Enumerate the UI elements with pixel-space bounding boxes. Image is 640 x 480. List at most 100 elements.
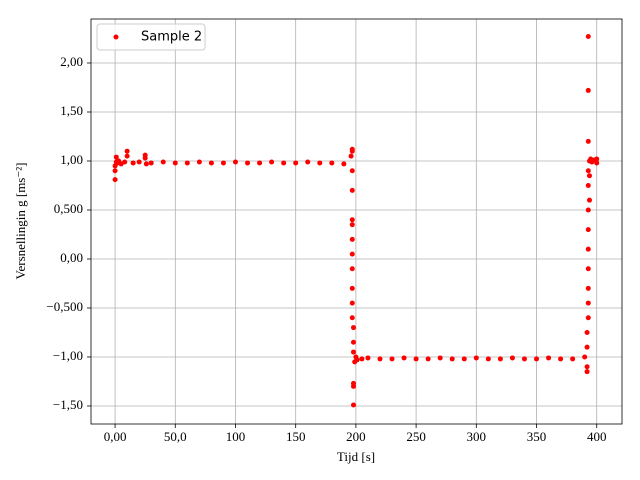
grid <box>91 19 622 424</box>
point <box>485 356 491 362</box>
point <box>585 315 591 321</box>
point <box>570 356 576 362</box>
point <box>143 161 149 167</box>
point <box>349 217 355 223</box>
point <box>349 300 355 306</box>
point <box>269 159 275 165</box>
point <box>401 355 407 361</box>
point <box>245 160 251 166</box>
point <box>350 339 356 345</box>
point <box>350 402 356 408</box>
point <box>585 168 591 174</box>
y-tick-label: 1,00 <box>60 152 83 167</box>
x-tick-label: 50,0 <box>164 429 187 444</box>
point <box>586 197 592 203</box>
point <box>585 300 591 306</box>
y-tick-label: −0,500 <box>46 299 83 314</box>
point <box>585 266 591 272</box>
x-tick-label: 200 <box>346 429 366 444</box>
x-tick-label: 300 <box>467 429 487 444</box>
point <box>317 160 323 166</box>
point <box>461 356 467 362</box>
point <box>585 285 591 291</box>
point <box>112 177 118 183</box>
point <box>534 356 540 362</box>
y-tick-label: 0,00 <box>60 250 83 265</box>
point <box>473 355 479 361</box>
point <box>546 355 552 361</box>
points <box>112 34 600 408</box>
point <box>130 160 136 166</box>
point <box>220 160 226 166</box>
point <box>293 160 299 166</box>
point <box>305 159 311 165</box>
point <box>449 356 455 362</box>
point <box>584 369 590 375</box>
point <box>124 148 130 154</box>
point <box>354 357 360 363</box>
point <box>377 356 383 362</box>
point <box>329 160 335 166</box>
legend-box <box>96 23 206 51</box>
point <box>350 349 356 355</box>
point <box>359 356 365 362</box>
y-axis-label: Versnellingin g [ms⁻²] <box>13 163 28 280</box>
point <box>208 160 214 166</box>
point <box>160 159 166 165</box>
point <box>584 329 590 335</box>
point <box>348 153 354 159</box>
y-tick-label: 2,00 <box>60 54 83 69</box>
point <box>365 355 371 361</box>
point <box>585 182 591 188</box>
legend-marker <box>113 34 119 40</box>
x-tick-label: 400 <box>587 429 607 444</box>
point <box>232 159 238 165</box>
point <box>585 34 591 40</box>
point <box>257 160 263 166</box>
point <box>585 246 591 252</box>
x-tick-label: 0,00 <box>104 429 127 444</box>
point <box>413 356 419 362</box>
point <box>112 168 118 174</box>
point <box>349 315 355 321</box>
point <box>584 344 590 350</box>
legend-label: Sample 2 <box>141 30 202 45</box>
point <box>341 161 347 167</box>
x-tick-label: 100 <box>226 429 246 444</box>
point <box>113 154 119 160</box>
point <box>349 251 355 257</box>
point <box>558 356 564 362</box>
point <box>349 187 355 193</box>
point <box>124 153 130 159</box>
point <box>349 148 355 154</box>
point <box>172 160 178 166</box>
point <box>585 207 591 213</box>
point <box>350 383 356 389</box>
point <box>142 155 148 161</box>
plot-frame <box>90 18 623 425</box>
y-tick-label: 1,50 <box>60 103 83 118</box>
point <box>585 138 591 144</box>
x-tick-label: 150 <box>286 429 306 444</box>
y-tick-label: −1,50 <box>53 397 83 412</box>
point <box>586 173 592 179</box>
point <box>350 325 356 331</box>
ticks: 0,00 50,0 100 150 200 250 300 350 400 −1,50 −1,00 −… <box>46 54 606 444</box>
point <box>349 266 355 272</box>
x-tick-label: 250 <box>406 429 426 444</box>
point <box>122 159 128 165</box>
point <box>594 156 600 162</box>
point <box>389 356 395 362</box>
point <box>594 160 600 166</box>
point <box>196 159 202 165</box>
point <box>349 222 355 228</box>
y-tick-label: 0,500 <box>54 201 83 216</box>
point <box>184 160 190 166</box>
point <box>349 236 355 242</box>
point <box>281 160 287 166</box>
y-tick-label: −1,00 <box>53 348 83 363</box>
point <box>584 364 590 370</box>
x-tick-label: 350 <box>527 429 547 444</box>
